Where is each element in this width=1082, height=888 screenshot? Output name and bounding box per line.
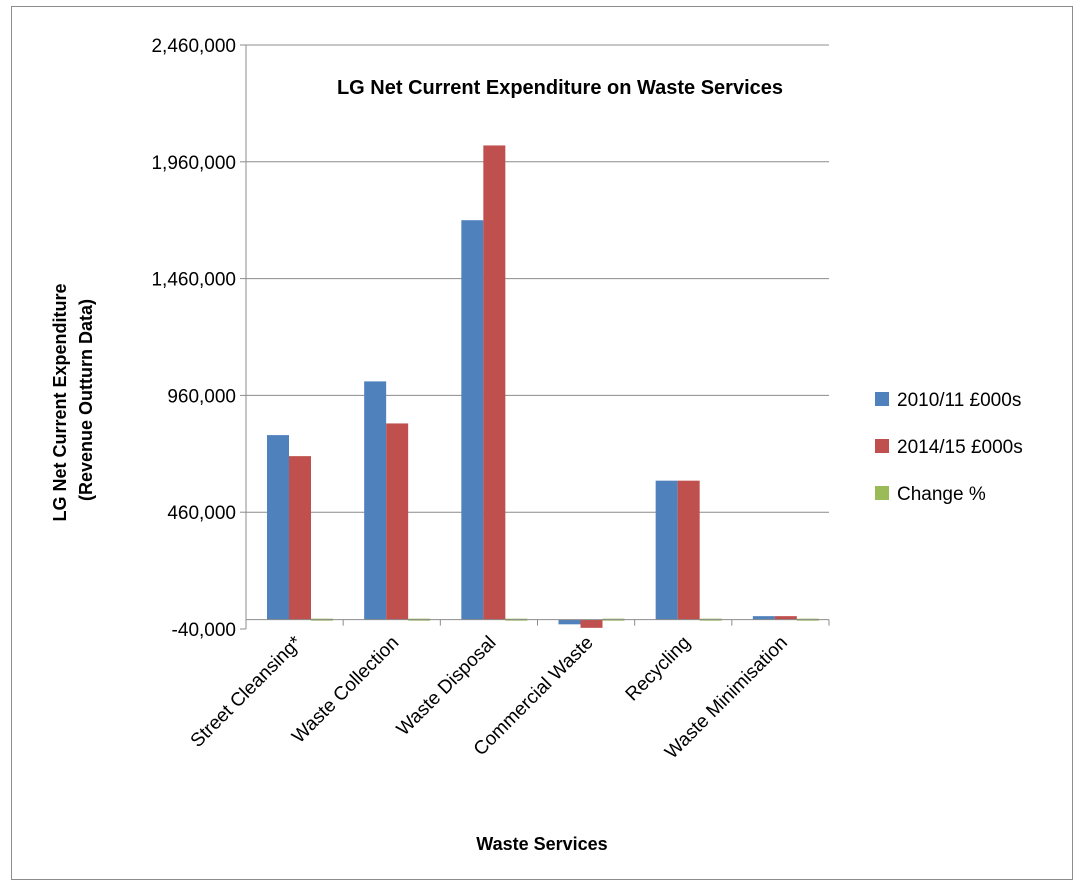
chart-title: LG Net Current Expenditure on Waste Serv… [337, 77, 783, 99]
bar-2010-11 [558, 619, 581, 625]
bar-2010-11 [364, 381, 387, 620]
legend: 2010/11 £000s 2014/15 £000s Change % [875, 390, 1023, 505]
legend-label: Change % [897, 484, 986, 505]
legend-label: 2014/15 £000s [897, 437, 1023, 458]
bar-2010-11 [752, 616, 775, 620]
x-tick-label: Recycling [622, 632, 695, 705]
legend-label: 2010/11 £000s [897, 390, 1021, 411]
bar-2014-15 [580, 619, 603, 628]
y-axis-title: LG Net Current Expenditure (Revenue Outt… [50, 278, 96, 521]
gridlines [246, 44, 829, 513]
bar-2014-15 [386, 423, 409, 620]
bar-2014-15 [483, 145, 506, 620]
y-tick-labels: 2,460,000 1,960,000 1,460,000 960,000 460,00… [151, 36, 236, 641]
bar-2010-11 [655, 480, 678, 620]
x-tick-label: Waste Disposal [393, 632, 501, 740]
x-axis-title: Waste Services [476, 834, 607, 854]
y-tick-label: 1,460,000 [151, 270, 236, 291]
y-axis-title-line2: (Revenue Outturn Data) [76, 299, 96, 501]
legend-swatch [875, 486, 889, 500]
y-tick-label: -40,000 [172, 620, 236, 641]
bar-2010-11 [461, 220, 484, 620]
y-tick-label: 1,960,000 [151, 153, 236, 174]
axes [240, 44, 830, 630]
chart-frame [11, 6, 1073, 880]
y-tick-label: 2,460,000 [151, 36, 236, 57]
bar-2014-15 [289, 456, 311, 620]
legend-swatch [875, 392, 889, 406]
x-tick-label: Waste Collection [288, 632, 403, 747]
bar-2014-15 [774, 616, 797, 620]
y-axis-title-line1: LG Net Current Expenditure [50, 283, 70, 521]
y-tick-label: 460,000 [167, 503, 236, 524]
bars [267, 145, 819, 628]
bar-2010-11 [267, 435, 289, 620]
bar-2014-15 [677, 480, 700, 620]
y-tick-label: 960,000 [167, 386, 236, 407]
legend-swatch [875, 439, 889, 453]
